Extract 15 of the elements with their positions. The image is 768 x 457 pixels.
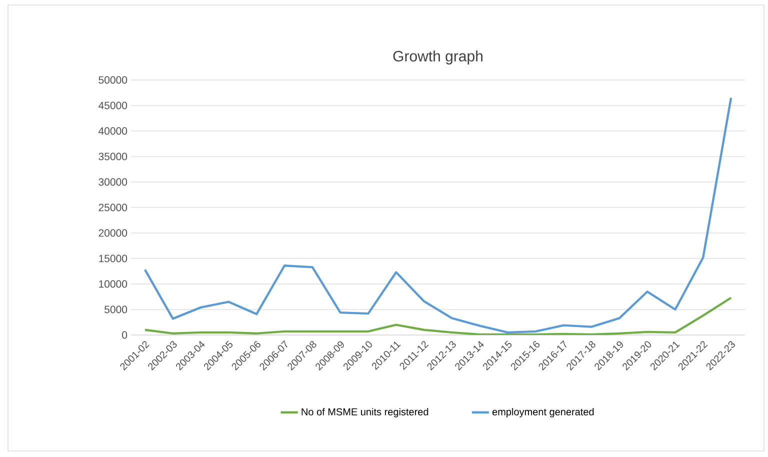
y-tick-label: 15000 <box>99 254 128 262</box>
legend-label: No of MSME units registered <box>302 408 428 418</box>
chart-title: Growth graph <box>393 50 482 64</box>
y-tick-label: 35000 <box>98 152 128 160</box>
line-series <box>144 96 732 334</box>
y-tick-label: 0 <box>122 331 128 339</box>
y-tick-label: 50000 <box>98 76 128 84</box>
y-tick-label: 45000 <box>98 102 128 110</box>
y-tick-label: 25000 <box>98 204 128 212</box>
y-tick-label: 40000 <box>98 127 128 135</box>
y-tick-label: 20000 <box>98 229 128 237</box>
legend-label: employment generated <box>492 408 594 418</box>
y-tick-label: 5000 <box>104 306 128 314</box>
y-tick-label: 30000 <box>98 178 128 186</box>
y-tick-label: 10000 <box>99 280 128 288</box>
